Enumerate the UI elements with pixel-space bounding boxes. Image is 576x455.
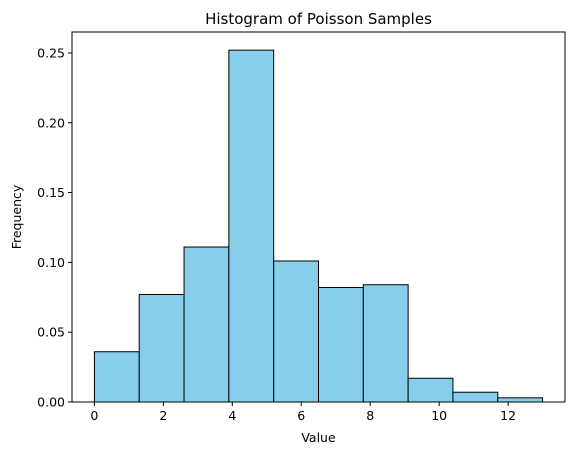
x-axis: 0 2 4 6 8 10 12 — [90, 402, 516, 423]
chart-title: Histogram of Poisson Samples — [205, 10, 432, 28]
y-tick-label: 0.20 — [37, 115, 65, 130]
x-tick-label: 6 — [297, 408, 305, 423]
y-axis: 0.00 0.05 0.10 0.15 0.20 0.25 — [37, 45, 72, 410]
histogram-bar — [228, 49, 275, 403]
x-tick-label: 0 — [90, 408, 98, 423]
histogram-bar — [362, 284, 409, 403]
histogram-bar — [138, 293, 185, 403]
histogram-bar — [318, 287, 364, 403]
watermark: 知乎 @流沙 — [482, 423, 562, 441]
x-tick-label: 10 — [431, 408, 447, 423]
histogram-bar — [93, 351, 140, 403]
histogram-bar — [183, 246, 230, 403]
y-tick-label: 0.15 — [37, 185, 65, 200]
bars-group — [93, 49, 544, 403]
histogram-bar — [497, 397, 544, 403]
x-axis-label: Value — [301, 430, 336, 445]
histogram-bar — [407, 377, 454, 403]
histogram-bar — [273, 260, 320, 403]
y-tick-label: 0.05 — [37, 325, 65, 340]
histogram-bar — [452, 391, 499, 403]
y-tick-label: 0.10 — [37, 255, 65, 270]
x-tick-label: 12 — [500, 408, 516, 423]
x-tick-label: 8 — [366, 408, 374, 423]
y-tick-label: 0.25 — [37, 45, 65, 60]
plot-frame — [71, 31, 566, 403]
y-axis-label: Frequency — [9, 184, 24, 249]
x-tick-label: 2 — [159, 408, 167, 423]
x-tick-label: 4 — [228, 408, 236, 423]
y-tick-label: 0.00 — [37, 395, 65, 410]
